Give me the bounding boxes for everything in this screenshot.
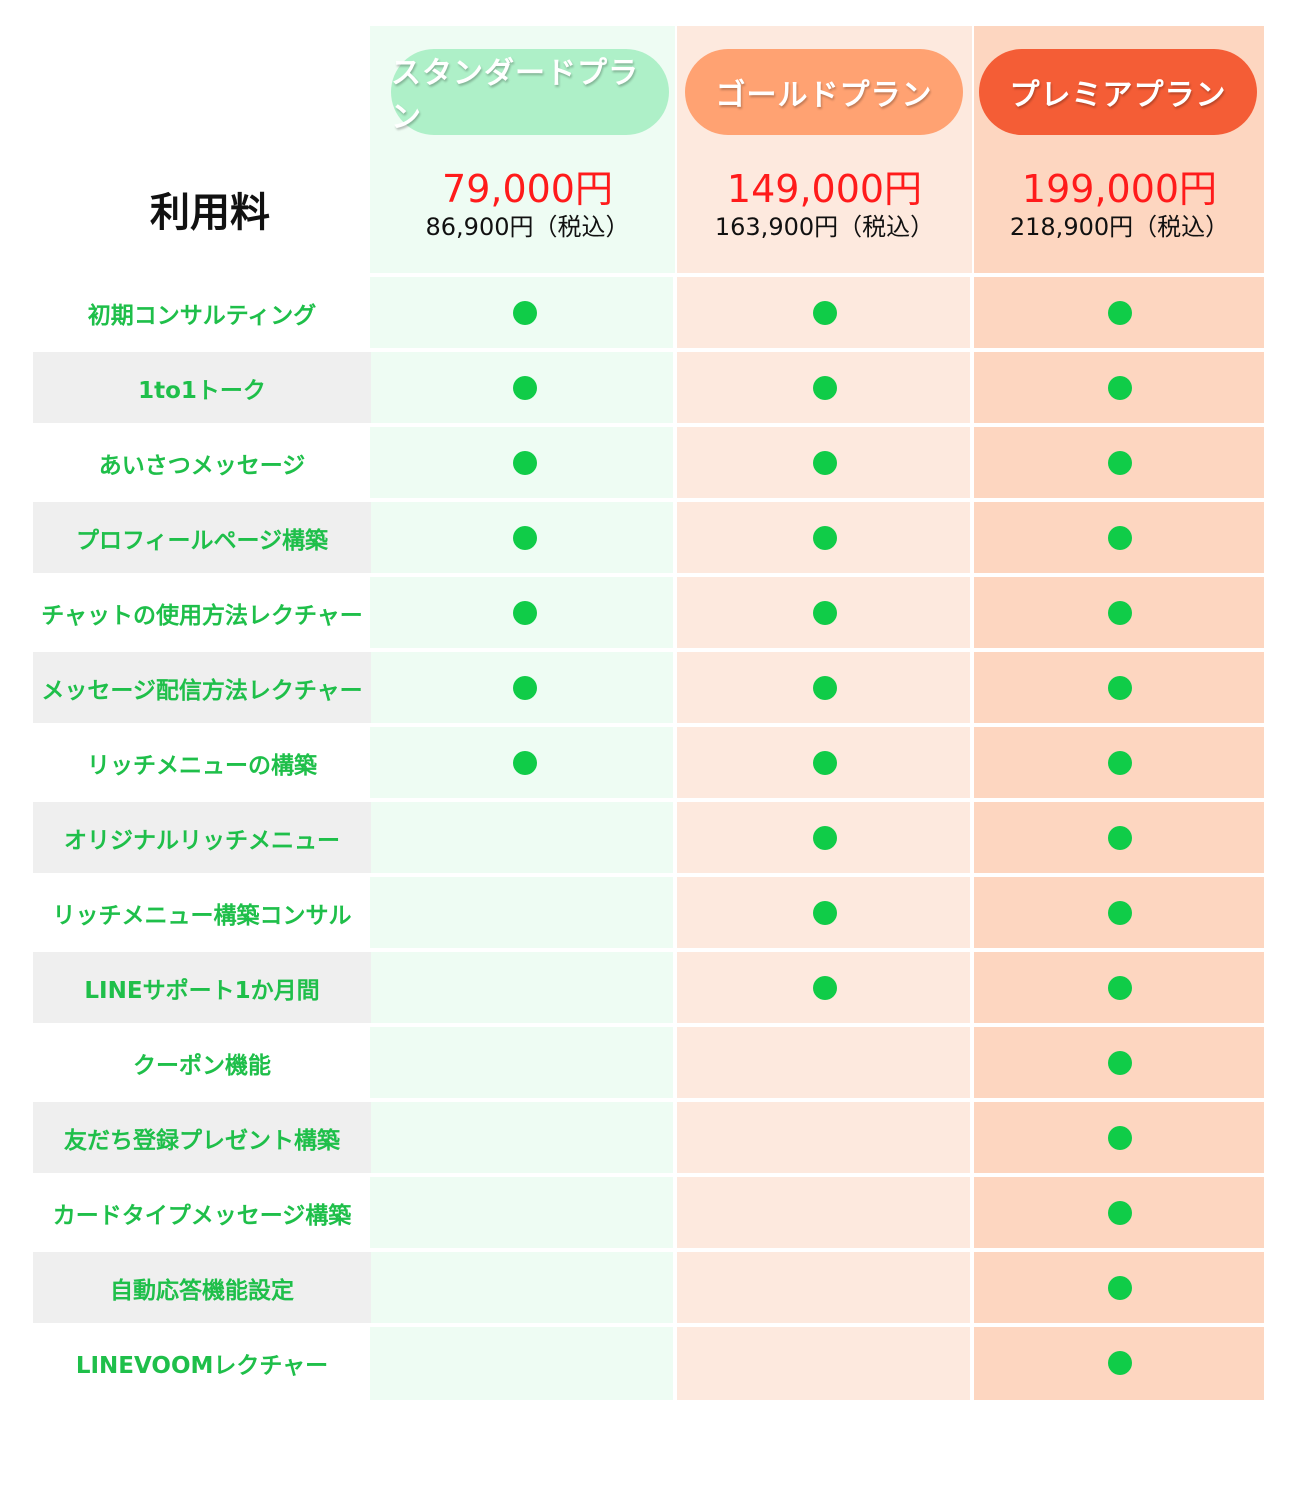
row-divider <box>370 348 1264 352</box>
included-dot-standard <box>513 750 537 775</box>
standard-column-background <box>370 26 675 1400</box>
included-dot-gold <box>813 600 837 625</box>
row-divider <box>370 423 1264 427</box>
included-dot-gold <box>813 975 837 1000</box>
row-divider <box>370 798 1264 802</box>
row-divider <box>370 573 1264 577</box>
included-dot-gold <box>813 675 837 700</box>
included-dot-premier <box>1108 975 1132 1000</box>
included-dot-premier <box>1108 825 1132 850</box>
included-dot-gold <box>813 900 837 925</box>
row-divider <box>370 873 1264 877</box>
column-divider <box>970 274 974 1400</box>
row-divider <box>370 1173 1264 1177</box>
plan-name-standard: スタンダードプラン <box>391 49 669 135</box>
feature-label: LINEVOOMレクチャー <box>75 1352 329 1379</box>
included-dot-standard <box>513 300 537 325</box>
feature-label: カードタイプメッセージ構築 <box>52 1202 352 1229</box>
feature-label: 初期コンサルティング <box>87 302 317 329</box>
plan-name-premier: プレミアプラン <box>979 49 1257 135</box>
column-divider <box>673 274 677 1400</box>
premier-column-background <box>974 26 1264 1400</box>
row-divider <box>370 648 1264 652</box>
price-tax-premier: 218,900円（税込） <box>1009 213 1230 241</box>
included-dot-standard <box>513 525 537 550</box>
included-dot-standard <box>513 375 537 400</box>
price-tax-standard: 86,900円（税込） <box>425 213 630 241</box>
feature-label: あいさつメッセージ <box>98 452 306 479</box>
included-dot-standard <box>513 600 537 625</box>
included-dot-premier <box>1108 600 1132 625</box>
included-dot-standard <box>513 675 537 700</box>
feature-label: オリジナルリッチメニュー <box>33 802 371 873</box>
included-dot-premier <box>1108 525 1132 550</box>
included-dot-premier <box>1108 300 1132 325</box>
feature-label: リッチメニューの構築 <box>87 752 317 779</box>
price-standard: 79,000円 <box>442 167 613 211</box>
price-tax-gold: 163,900円（税込） <box>714 213 935 241</box>
row-divider <box>370 1323 1264 1327</box>
included-dot-premier <box>1108 1200 1132 1225</box>
plan-name-gold: ゴールドプラン <box>685 49 963 135</box>
row-divider <box>370 498 1264 502</box>
feature-label: 自動応答機能設定 <box>33 1252 371 1323</box>
feature-label: LINEサポート1か月間 <box>33 952 371 1023</box>
row-divider <box>370 1098 1264 1102</box>
included-dot-gold <box>813 825 837 850</box>
price-block-standard: 79,000円 86,900円（税込） <box>370 166 685 242</box>
included-dot-gold <box>813 375 837 400</box>
feature-label: プロフィールページ構築 <box>33 502 371 573</box>
gold-column-background <box>677 26 972 1400</box>
price-gold: 149,000円 <box>726 167 923 211</box>
included-dot-premier <box>1108 1350 1132 1375</box>
included-dot-premier <box>1108 450 1132 475</box>
feature-label: メッセージ配信方法レクチャー <box>33 652 371 723</box>
included-dot-premier <box>1108 675 1132 700</box>
included-dot-premier <box>1108 900 1132 925</box>
included-dot-premier <box>1108 1050 1132 1075</box>
included-dot-premier <box>1108 1125 1132 1150</box>
row-divider <box>370 1248 1264 1252</box>
price-premier: 199,000円 <box>1021 167 1218 211</box>
feature-label: クーポン機能 <box>133 1052 271 1079</box>
price-block-gold: 149,000円 163,900円（税込） <box>667 166 982 242</box>
feature-label: リッチメニュー構築コンサル <box>52 902 352 929</box>
included-dot-gold <box>813 300 837 325</box>
row-divider <box>370 948 1264 952</box>
included-dot-gold <box>813 450 837 475</box>
included-dot-premier <box>1108 1275 1132 1300</box>
price-block-premier: 199,000円 218,900円（税込） <box>962 166 1277 242</box>
included-dot-gold <box>813 750 837 775</box>
row-divider <box>370 273 1264 277</box>
included-dot-gold <box>813 525 837 550</box>
row-divider <box>370 723 1264 727</box>
included-dot-standard <box>513 450 537 475</box>
fee-label: 利用料 <box>150 190 270 236</box>
included-dot-premier <box>1108 375 1132 400</box>
feature-label: 友だち登録プレゼント構築 <box>33 1102 371 1173</box>
row-divider <box>370 1023 1264 1027</box>
feature-label: チャットの使用方法レクチャー <box>41 602 363 629</box>
included-dot-premier <box>1108 750 1132 775</box>
feature-label: 1to1トーク <box>33 352 371 423</box>
